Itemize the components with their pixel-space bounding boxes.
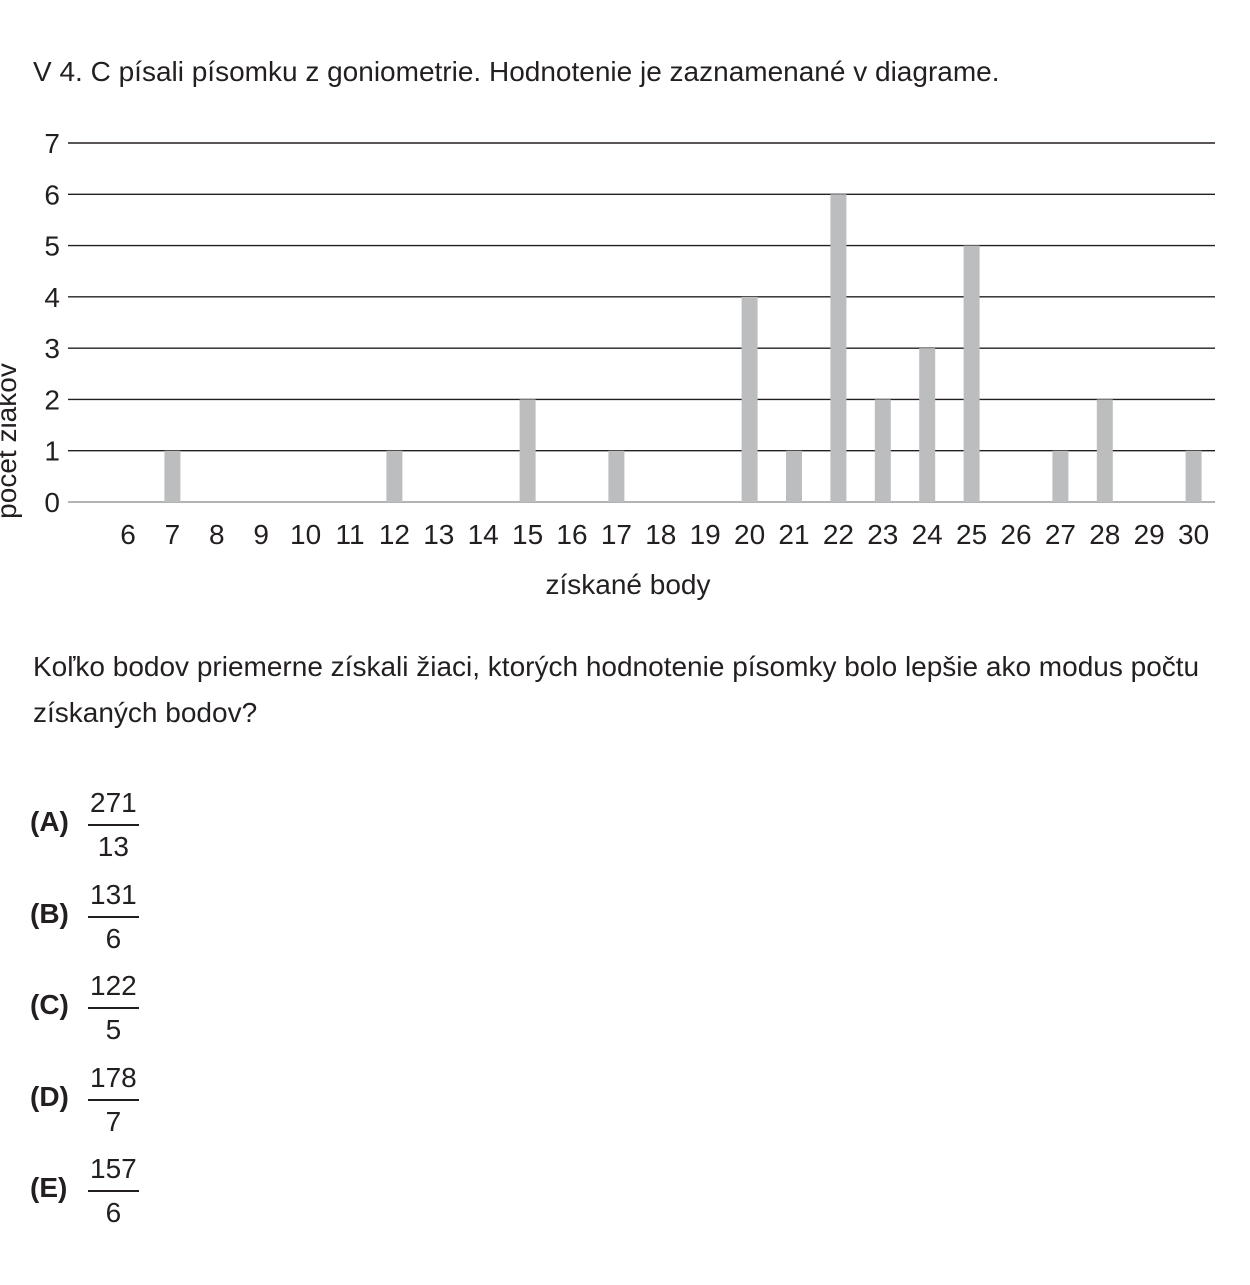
numerator: 271 bbox=[90, 787, 137, 818]
fraction: 271 13 bbox=[88, 786, 139, 862]
fraction-bar bbox=[88, 915, 139, 918]
bar bbox=[1096, 399, 1113, 502]
x-tick-label: 12 bbox=[379, 519, 410, 550]
option-label: (D) bbox=[30, 1080, 69, 1112]
numerator: 178 bbox=[90, 1061, 137, 1093]
question-text: Koľko bodov priemerne získali žiaci, kto… bbox=[33, 651, 1200, 728]
y-tick-label: 7 bbox=[44, 128, 60, 159]
y-tick-labels: 0 1 2 3 4 5 6 7 bbox=[44, 128, 60, 518]
x-tick-label: 24 bbox=[912, 519, 943, 550]
y-tick-label: 4 bbox=[44, 282, 60, 313]
bar bbox=[919, 348, 936, 502]
y-tick-label: 6 bbox=[44, 179, 60, 210]
y-tick-label: 2 bbox=[44, 384, 60, 415]
x-tick-label: 20 bbox=[734, 519, 765, 550]
bar bbox=[164, 450, 181, 502]
denominator: 7 bbox=[105, 1105, 122, 1137]
denominator: 5 bbox=[105, 1014, 122, 1045]
bar bbox=[519, 399, 536, 502]
bar bbox=[963, 245, 980, 503]
fraction-bar bbox=[88, 1190, 139, 1192]
x-tick-label: 23 bbox=[867, 519, 898, 550]
x-tick-label: 11 bbox=[335, 519, 364, 550]
gridlines bbox=[68, 142, 1215, 503]
y-tick-label: 0 bbox=[44, 487, 60, 518]
x-tick-label: 18 bbox=[645, 519, 676, 550]
denominator: 6 bbox=[105, 1197, 122, 1228]
bar bbox=[830, 194, 847, 502]
bar bbox=[608, 450, 625, 502]
option-label: (B) bbox=[30, 897, 69, 929]
x-tick-label: 8 bbox=[209, 519, 225, 550]
x-tick-label: 22 bbox=[823, 519, 854, 550]
bars bbox=[164, 194, 1202, 503]
x-tick-label: 21 bbox=[778, 519, 809, 550]
numerator: 131 bbox=[90, 878, 137, 910]
option-label: (A) bbox=[30, 806, 69, 837]
x-tick-label: 27 bbox=[1045, 519, 1076, 550]
y-axis-label: počet žiakov bbox=[0, 363, 22, 519]
bar bbox=[741, 296, 758, 502]
x-tick-label: 14 bbox=[468, 519, 499, 550]
x-tick-label: 6 bbox=[120, 519, 136, 550]
fraction: 131 6 bbox=[88, 878, 139, 954]
numerator: 122 bbox=[90, 970, 137, 1001]
x-tick-label: 26 bbox=[1000, 519, 1031, 550]
fraction: 122 5 bbox=[88, 969, 139, 1045]
fraction-bar bbox=[88, 1098, 139, 1101]
bar bbox=[874, 399, 891, 502]
denominator: 13 bbox=[97, 831, 129, 862]
fraction: 157 6 bbox=[88, 1152, 139, 1228]
option-label: (C) bbox=[30, 989, 69, 1020]
intro-text: V 4. C písali písomku z goniometrie. Hod… bbox=[33, 56, 1000, 87]
x-tick-label: 28 bbox=[1089, 519, 1120, 550]
y-tick-label: 5 bbox=[44, 231, 60, 262]
fraction-bar bbox=[88, 1007, 139, 1009]
x-tick-label: 9 bbox=[253, 519, 269, 550]
bar bbox=[786, 450, 802, 502]
x-tick-label: 10 bbox=[290, 519, 321, 550]
x-tick-label: 13 bbox=[423, 519, 454, 550]
x-tick-label: 29 bbox=[1134, 519, 1165, 550]
fraction: 178 7 bbox=[88, 1061, 139, 1137]
bar bbox=[1185, 450, 1202, 502]
y-tick-label: 1 bbox=[44, 436, 60, 467]
x-tick-label: 25 bbox=[956, 519, 987, 550]
y-tick-label: 3 bbox=[44, 333, 60, 364]
x-axis-label: získané body bbox=[546, 569, 711, 600]
x-tick-label: 16 bbox=[556, 519, 587, 550]
bar bbox=[1052, 450, 1069, 502]
fraction-bar bbox=[88, 824, 139, 826]
x-tick-label: 19 bbox=[690, 519, 721, 550]
denominator: 6 bbox=[105, 922, 122, 954]
x-tick-label: 30 bbox=[1178, 519, 1209, 550]
x-tick-label: 7 bbox=[165, 519, 181, 550]
x-tick-label: 15 bbox=[512, 519, 543, 550]
bar bbox=[386, 450, 403, 502]
x-tick-label: 17 bbox=[601, 519, 632, 550]
x-tick-labels: 6 7 8 9 10 11 12 13 14 15 16 17 18 19 20 21 22 23 24 25 26 27… bbox=[120, 519, 1209, 550]
option-label: (E) bbox=[30, 1172, 68, 1203]
numerator: 157 bbox=[90, 1153, 137, 1184]
